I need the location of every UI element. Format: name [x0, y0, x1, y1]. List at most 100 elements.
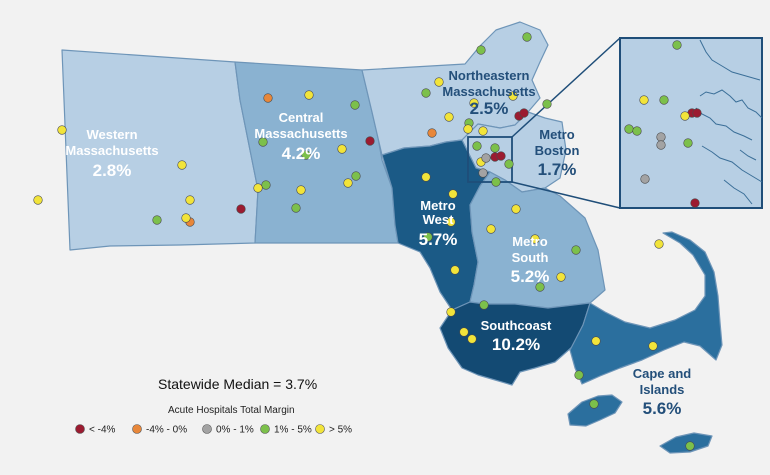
hospital-dot[interactable] [654, 239, 664, 249]
hospital-dot[interactable] [648, 341, 658, 351]
hospital-dot[interactable] [463, 124, 473, 134]
region-metro-boston-value: 1.7% [538, 160, 577, 179]
hospital-dot[interactable] [639, 95, 649, 105]
hospital-dot[interactable] [236, 204, 246, 214]
label-central: Central Massachusetts 4.2% [254, 110, 347, 163]
hospital-dot[interactable] [421, 88, 431, 98]
hospital-dot[interactable] [511, 204, 521, 214]
legend-item: < -4% [75, 424, 116, 436]
region-metro-boston-name-line2: Boston [535, 143, 580, 158]
hospital-dot[interactable] [446, 307, 456, 317]
hospital-dot[interactable] [574, 370, 584, 380]
hospital-dot[interactable] [365, 136, 375, 146]
hospital-dot[interactable] [261, 180, 271, 190]
legend-label: > 5% [329, 425, 352, 436]
island-marthas-vineyard [567, 394, 623, 427]
hospital-dot[interactable] [683, 138, 693, 148]
label-cape-islands: Cape and Islands 5.6% [633, 366, 692, 418]
hospital-dot[interactable] [486, 224, 496, 234]
hospital-dot[interactable] [263, 93, 273, 103]
region-cape-islands-name-line1: Cape and [633, 366, 692, 381]
legend-swatch-minus4-to-0 [132, 424, 142, 434]
statewide-median: Statewide Median = 3.7% [158, 376, 317, 392]
hospital-dot[interactable] [530, 234, 540, 244]
region-metro-west-name-line1: Metro [420, 198, 455, 213]
legend-label: -4% - 0% [146, 425, 187, 436]
hospital-dot[interactable] [33, 195, 43, 205]
hospital-dot[interactable] [258, 137, 268, 147]
hospital-dot[interactable] [522, 32, 532, 42]
hospital-dot[interactable] [632, 126, 642, 136]
hospital-dot[interactable] [656, 140, 666, 150]
hospital-dot[interactable] [690, 198, 700, 208]
hospital-dot[interactable] [692, 108, 702, 118]
hospital-dot[interactable] [57, 125, 67, 135]
hospital-dot[interactable] [291, 203, 301, 213]
hospital-dot[interactable] [478, 168, 488, 178]
hospital-dot[interactable] [571, 245, 581, 255]
hospital-dot[interactable] [535, 282, 545, 292]
hospital-dot[interactable] [423, 232, 433, 242]
hospital-dot[interactable] [177, 160, 187, 170]
hospital-dot[interactable] [640, 174, 650, 184]
legend-label: 1% - 5% [274, 425, 312, 436]
region-southcoast[interactable] [439, 301, 591, 386]
hospital-dot[interactable] [467, 334, 477, 344]
hospital-dot[interactable] [427, 128, 437, 138]
hospital-dot[interactable] [351, 171, 361, 181]
hospital-dot[interactable] [685, 441, 695, 451]
hospital-dot[interactable] [542, 99, 552, 109]
hospital-dot[interactable] [343, 178, 353, 188]
region-northeastern-name-line2: Massachusetts [442, 84, 535, 99]
hospital-dot[interactable] [481, 153, 491, 163]
legend-title: Acute Hospitals Total Margin [168, 405, 295, 416]
hospital-dot[interactable] [459, 327, 469, 337]
hospital-dot[interactable] [446, 217, 456, 227]
hospital-dot[interactable] [469, 98, 479, 108]
hospital-dot[interactable] [296, 185, 306, 195]
region-metro-south-value: 5.2% [511, 267, 550, 286]
hospital-dot[interactable] [448, 189, 458, 199]
hospital-dot[interactable] [450, 265, 460, 275]
hospital-dots-layer [33, 32, 702, 451]
hospital-dot[interactable] [253, 183, 263, 193]
region-cape-islands[interactable] [569, 231, 723, 385]
hospital-dot[interactable] [152, 215, 162, 225]
hospital-dot[interactable] [478, 126, 488, 136]
inset-coastline [695, 39, 763, 205]
hospital-dot[interactable] [491, 177, 501, 187]
hospital-dot[interactable] [301, 150, 311, 160]
hospital-dot[interactable] [434, 77, 444, 87]
hospital-dot[interactable] [472, 141, 482, 151]
hospital-dot[interactable] [519, 108, 529, 118]
hospital-dot[interactable] [508, 91, 518, 101]
hospital-dot[interactable] [421, 172, 431, 182]
hospital-dot[interactable] [181, 213, 191, 223]
hospital-dot[interactable] [556, 272, 566, 282]
inset-connector-bottom [511, 181, 621, 209]
hospital-dot[interactable] [350, 100, 360, 110]
hospital-dot[interactable] [591, 336, 601, 346]
hospital-dot[interactable] [304, 90, 314, 100]
hospital-dot[interactable] [656, 132, 666, 142]
hospital-dot[interactable] [476, 45, 486, 55]
region-cape-islands-value: 5.6% [643, 399, 682, 418]
island-nantucket [659, 432, 713, 454]
hospital-dot[interactable] [504, 159, 514, 169]
hospital-dot[interactable] [185, 195, 195, 205]
hospital-dot[interactable] [680, 111, 690, 121]
hospital-dot[interactable] [624, 124, 634, 134]
hospital-dot[interactable] [672, 40, 682, 50]
label-northeastern: Northeastern Massachusetts 2.5% [442, 68, 535, 118]
hospital-dot[interactable] [444, 112, 454, 122]
label-southcoast: Southcoast 10.2% [481, 318, 552, 354]
hospital-dot[interactable] [659, 95, 669, 105]
region-western-name-line1: Western [86, 127, 137, 142]
region-northeastern-name-line1: Northeastern [449, 68, 530, 83]
hospital-dot[interactable] [589, 399, 599, 409]
hospital-dot[interactable] [496, 151, 506, 161]
hospital-dot[interactable] [479, 300, 489, 310]
region-western-name-line2: Massachusetts [65, 143, 158, 158]
hospital-dot[interactable] [490, 143, 500, 153]
hospital-dot[interactable] [337, 144, 347, 154]
